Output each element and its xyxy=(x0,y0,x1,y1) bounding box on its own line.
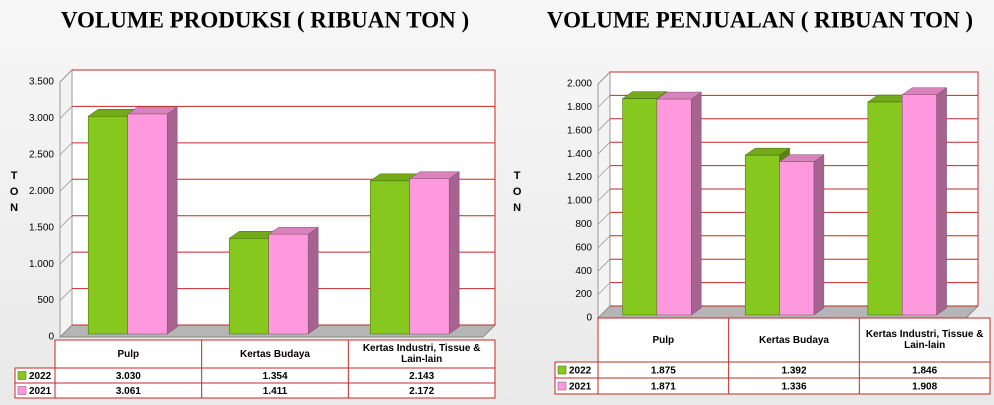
y-tick-label: 3.500 xyxy=(29,77,54,88)
data-table xyxy=(597,317,991,395)
y-axis-label: TON xyxy=(8,170,20,218)
y-tick-label: 200 xyxy=(575,289,592,300)
value-label: 1.336 xyxy=(781,382,806,393)
y-tick-label: 1.800 xyxy=(567,102,592,113)
grid-line-side xyxy=(59,251,73,265)
y-tick-label: 600 xyxy=(575,242,592,253)
legend-label: 2021 xyxy=(569,382,592,393)
grid-line-side xyxy=(59,179,73,192)
y-tick-label: 800 xyxy=(575,219,592,230)
bar xyxy=(901,94,937,316)
value-label: 1.354 xyxy=(262,371,287,382)
category-label: Kertas Industri, Tissue & Lain-lain xyxy=(865,329,984,351)
value-label: 2.143 xyxy=(409,371,434,382)
value-label: 1.908 xyxy=(912,382,937,393)
grid-line-side xyxy=(597,212,611,225)
bar-side xyxy=(307,226,319,335)
y-tick-label: 1.500 xyxy=(29,222,54,233)
grid-line-side xyxy=(59,288,73,301)
grid-line-side xyxy=(59,69,73,83)
legend-label: 2022 xyxy=(29,371,52,382)
category-cell: Pulp xyxy=(652,334,675,346)
grid-line-side xyxy=(597,95,611,108)
bar xyxy=(656,98,692,316)
bar-side xyxy=(448,171,460,335)
y-tick-label: 1.400 xyxy=(567,149,592,160)
value-label: 1.392 xyxy=(781,366,806,377)
chart-title: VOLUME PRODUKSI ( RIBUAN TON ) xyxy=(61,7,469,32)
grid-line-side xyxy=(597,305,611,319)
category-label: Pulp xyxy=(652,334,675,346)
value-label: 1.871 xyxy=(651,382,676,393)
bar xyxy=(228,238,269,335)
legend-swatch xyxy=(17,371,27,380)
grid-line-side xyxy=(597,235,611,249)
bar xyxy=(867,101,903,316)
grid-line-side xyxy=(597,188,611,202)
bar xyxy=(779,161,815,316)
bar xyxy=(744,154,780,316)
data-table xyxy=(54,339,496,399)
legend-swatch xyxy=(557,365,567,375)
legend-swatch xyxy=(557,381,567,391)
y-tick-label: 2.500 xyxy=(29,149,54,160)
grid-line-side xyxy=(597,118,611,132)
bar xyxy=(87,115,128,335)
grid-line-side xyxy=(59,215,73,228)
grid-line-side xyxy=(597,141,611,155)
y-tick-label: 400 xyxy=(575,266,592,277)
y-tick-label: 3.000 xyxy=(29,113,54,124)
grid-line-side xyxy=(597,165,611,178)
category-cell: Kertas Budaya xyxy=(239,348,310,360)
y-tick-label: 0 xyxy=(48,332,54,343)
category-label: Kertas Budaya xyxy=(239,348,310,360)
bar xyxy=(369,180,410,335)
y-tick-label: 2.000 xyxy=(567,79,592,90)
bar xyxy=(409,178,450,335)
grid-line-side xyxy=(597,282,611,295)
chart-title: VOLUME PENJUALAN ( RIBUAN TON ) xyxy=(547,7,973,32)
category-cell: Kertas Industri, Tissue & Lain-lain xyxy=(865,329,984,351)
value-label: 1.875 xyxy=(651,366,676,377)
value-label: 3.061 xyxy=(116,386,141,397)
value-label: 1.411 xyxy=(263,386,288,397)
bar-side xyxy=(813,154,825,316)
bar xyxy=(127,113,168,335)
y-tick-label: 1.600 xyxy=(567,125,592,136)
side-wall xyxy=(59,68,73,339)
value-label: 3.030 xyxy=(116,371,141,382)
bar xyxy=(622,98,658,316)
value-label: 1.846 xyxy=(912,366,937,377)
legend-label: 2022 xyxy=(569,366,592,377)
category-label: Kertas Budaya xyxy=(758,334,829,346)
y-tick-label: 500 xyxy=(37,295,54,306)
y-axis-label: TON xyxy=(511,170,523,218)
y-tick-label: 1.000 xyxy=(567,196,592,207)
bar-side xyxy=(690,91,702,316)
grid-line-side xyxy=(59,106,73,119)
bar-side xyxy=(936,87,947,316)
category-label: Kertas Industri, Tissue & Lain-lain xyxy=(362,343,481,365)
legend-label: 2021 xyxy=(29,386,52,397)
grid-line-side xyxy=(597,71,611,85)
category-cell: Kertas Budaya xyxy=(758,334,829,346)
category-cell: Pulp xyxy=(117,348,140,360)
legend-swatch xyxy=(17,386,27,395)
grid-line-side xyxy=(59,324,73,338)
value-label: 2.172 xyxy=(409,386,434,397)
grid-line-side xyxy=(59,142,73,156)
bar-side xyxy=(166,106,178,335)
grid-line-side xyxy=(597,258,611,272)
y-tick-label: 0 xyxy=(586,313,592,324)
category-label: Pulp xyxy=(117,348,140,360)
y-tick-label: 1.000 xyxy=(29,259,54,270)
y-tick-label: 2.000 xyxy=(29,186,54,197)
bar xyxy=(268,233,309,335)
y-tick-label: 1.200 xyxy=(567,172,592,183)
category-cell: Kertas Industri, Tissue & Lain-lain xyxy=(362,343,481,365)
